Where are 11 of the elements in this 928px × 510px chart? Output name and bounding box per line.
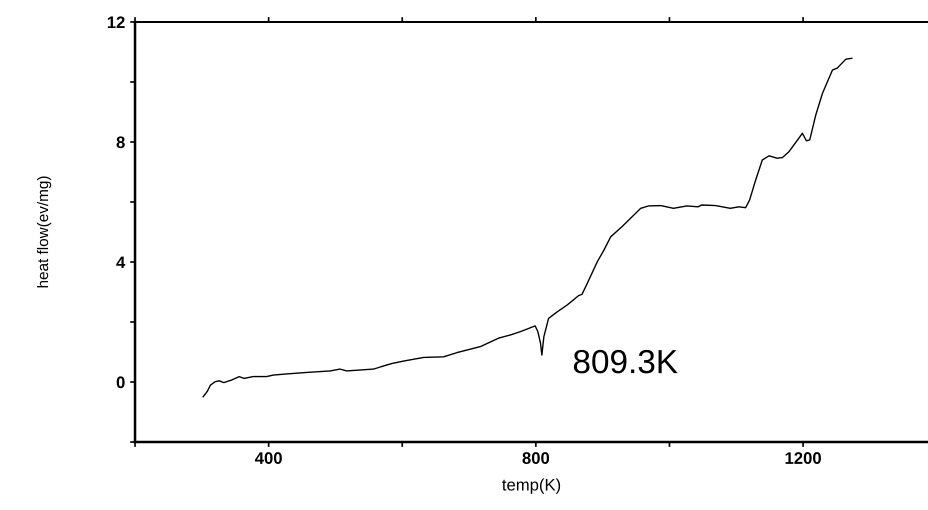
y-axis-title: heat flow(ev/mg): [36, 176, 52, 288]
x-axis-title: temp(K): [502, 478, 560, 494]
line-series: [202, 58, 853, 398]
y-tick-label: 4: [116, 256, 126, 268]
y-tick-label: 12: [108, 16, 125, 28]
annotation: 809.3K: [574, 350, 678, 374]
x-tick-label: 800: [522, 452, 550, 464]
x-tick-label: 1200: [786, 452, 821, 464]
y-tick-label: 8: [116, 136, 125, 148]
y-tick-label: 0: [116, 376, 125, 388]
x-tick-label: 400: [254, 452, 282, 464]
